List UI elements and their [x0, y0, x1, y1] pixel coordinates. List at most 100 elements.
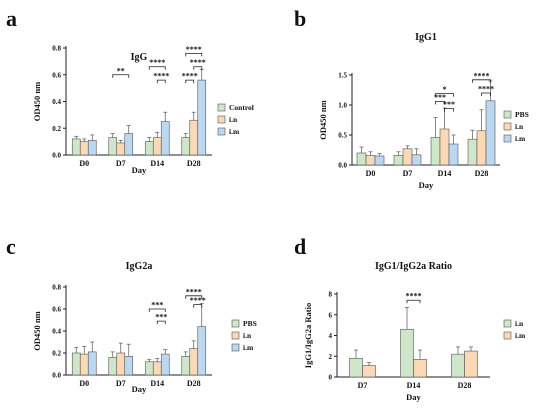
bar-im-d7: [124, 355, 134, 376]
significance-bracket: [185, 295, 203, 299]
bar-pbs-d28: [181, 355, 191, 376]
bar-pbs-d28: [467, 138, 478, 166]
x-tick-label: D0: [366, 169, 376, 178]
legend-label: Control: [229, 103, 254, 112]
bar-in-d14: [152, 361, 162, 376]
x-tick-label: D0: [79, 159, 89, 168]
significance-label: ****: [190, 58, 206, 67]
x-axis-label: Day: [406, 392, 421, 402]
significance-bracket: [481, 92, 491, 96]
legend-swatch: [231, 331, 240, 340]
bar-im-d14: [160, 121, 170, 156]
significance-bracket: [156, 79, 166, 84]
significance-label: ****: [474, 71, 490, 80]
y-tick-label: 0.8: [52, 45, 61, 53]
y-tick-label: 0: [329, 374, 333, 382]
x-tick-label: D14: [438, 169, 452, 178]
significance-label: ****: [478, 85, 494, 94]
bar-im-d7: [124, 133, 134, 156]
bar-in-d0: [365, 155, 376, 166]
panel-c: c IgG2a 0.0 0.2 0.4 0.6 0.8 OD450 nm Day D0 D7 D14 D…: [6, 234, 257, 394]
y-axis-label: OD450 nm: [32, 82, 42, 121]
legend-label: i.m: [243, 343, 254, 352]
bar-pbs-d7: [393, 155, 404, 166]
y-tick-label: 2: [329, 353, 333, 361]
x-axis-label: Day: [419, 180, 434, 190]
legend-label: i.n: [515, 122, 524, 131]
significance-bracket: [185, 52, 203, 57]
legend-swatch: [503, 110, 512, 119]
significance-label: ****: [186, 287, 202, 296]
significance-bracket: [112, 74, 130, 78]
bar-im-d28: [197, 79, 207, 156]
bar-in-d7: [402, 148, 413, 166]
bar-im-d14: [413, 359, 427, 378]
legend-swatch: [217, 103, 226, 112]
legend-swatch: [231, 319, 240, 328]
legend-swatch: [503, 134, 512, 143]
y-tick-label: 0.5: [338, 132, 347, 140]
bar-im-d28: [485, 100, 496, 166]
significance-bracket: [435, 93, 454, 97]
x-tick-label: D14: [150, 379, 164, 388]
significance-label: ***: [443, 100, 455, 109]
x-tick-label: D0: [79, 379, 89, 388]
y-tick-label: 0.0: [338, 162, 347, 170]
significance-label: **: [117, 66, 125, 75]
bar-im-d0: [87, 351, 97, 376]
bar-in-d28: [189, 119, 199, 156]
significance-label: ****: [190, 296, 206, 305]
significance-label: ****: [182, 72, 198, 81]
legend-label: PBS: [515, 110, 529, 119]
x-tick-label: D28: [187, 379, 201, 388]
bar-pbs-d14: [144, 361, 154, 376]
significance-label: ***: [155, 313, 167, 322]
y-tick-label: 0.4: [52, 98, 61, 106]
significance-bracket: [193, 304, 203, 308]
bar-im-d7: [362, 365, 376, 378]
legend-swatch: [217, 115, 226, 124]
y-tick-label: 0.0: [52, 372, 61, 380]
chart-title: IgG2a: [126, 261, 153, 272]
panel-letter: c: [6, 234, 16, 259]
y-tick-label: 0.0: [52, 152, 61, 160]
bar-pbs-d7: [108, 357, 118, 376]
y-axis-label: OD450 nm: [318, 100, 328, 139]
significance-label: ****: [153, 72, 169, 81]
bar-in-d28: [189, 348, 199, 376]
bar-im-d0: [374, 155, 385, 166]
x-tick-label: D14: [407, 381, 421, 390]
bar-in-d0: [79, 141, 89, 156]
bar-in-d0: [79, 353, 89, 376]
y-tick-label: 0.6: [52, 306, 61, 314]
bar-control-d28: [181, 137, 191, 156]
bar-in-d7: [349, 358, 363, 378]
significance-label: ***: [151, 301, 163, 310]
significance-bracket: [406, 299, 421, 304]
x-tick-label: D7: [358, 381, 368, 390]
legend-label: i.n: [243, 331, 252, 340]
bar-in-d28: [476, 130, 487, 166]
bar-control-d7: [108, 137, 118, 156]
y-axis-label: OD450 nm: [32, 311, 42, 350]
y-tick-label: 0.4: [52, 328, 61, 336]
bar-pbs-d14: [430, 137, 441, 166]
y-tick-label: 4: [329, 332, 333, 340]
bar-im-d14: [448, 143, 459, 166]
significance-label: ****: [149, 58, 165, 67]
x-tick-label: D28: [187, 159, 201, 168]
significance-label: ***: [434, 93, 446, 102]
legend-swatch: [503, 319, 512, 328]
significance-bracket: [148, 308, 166, 312]
legend-swatch: [217, 127, 226, 136]
y-tick-label: 0.6: [52, 71, 61, 79]
significance-bracket: [148, 66, 166, 70]
significance-bracket: [193, 66, 203, 70]
bar-im-d28: [464, 350, 478, 378]
chart-title: IgG: [131, 52, 148, 63]
panel-d: d IgG1/IgG2a Ratio 0 2 4 6 8 IgG1/IgG2a Ratio Da…: [294, 234, 526, 402]
x-tick-label: D7: [403, 169, 413, 178]
legend-label: PBS: [243, 319, 257, 328]
